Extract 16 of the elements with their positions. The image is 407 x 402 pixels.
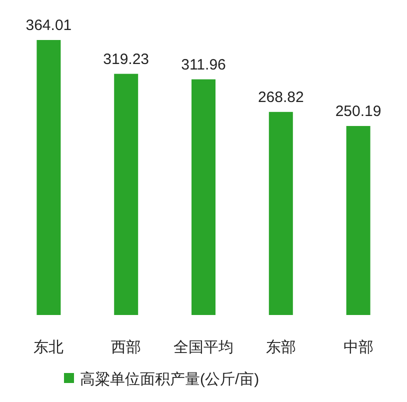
bar xyxy=(268,112,293,315)
bar xyxy=(192,79,216,315)
data-label: 250.19 xyxy=(335,102,382,120)
x-tick-label: 东部 xyxy=(266,339,296,356)
bar xyxy=(36,40,61,315)
data-label: 268.82 xyxy=(258,88,304,106)
bar xyxy=(114,74,138,315)
data-label: 311.96 xyxy=(181,56,226,74)
x-tick-label: 西部 xyxy=(111,339,142,356)
bar xyxy=(346,126,370,315)
x-tick-label: 中部 xyxy=(343,339,374,356)
data-label: 319.23 xyxy=(103,50,150,68)
legend-label: 高粱单位面积产量(公斤/亩) xyxy=(80,371,260,388)
data-label: 364.01 xyxy=(26,17,72,34)
x-tick-label: 东北 xyxy=(34,339,64,356)
x-tick-label: 全国平均 xyxy=(174,339,234,356)
